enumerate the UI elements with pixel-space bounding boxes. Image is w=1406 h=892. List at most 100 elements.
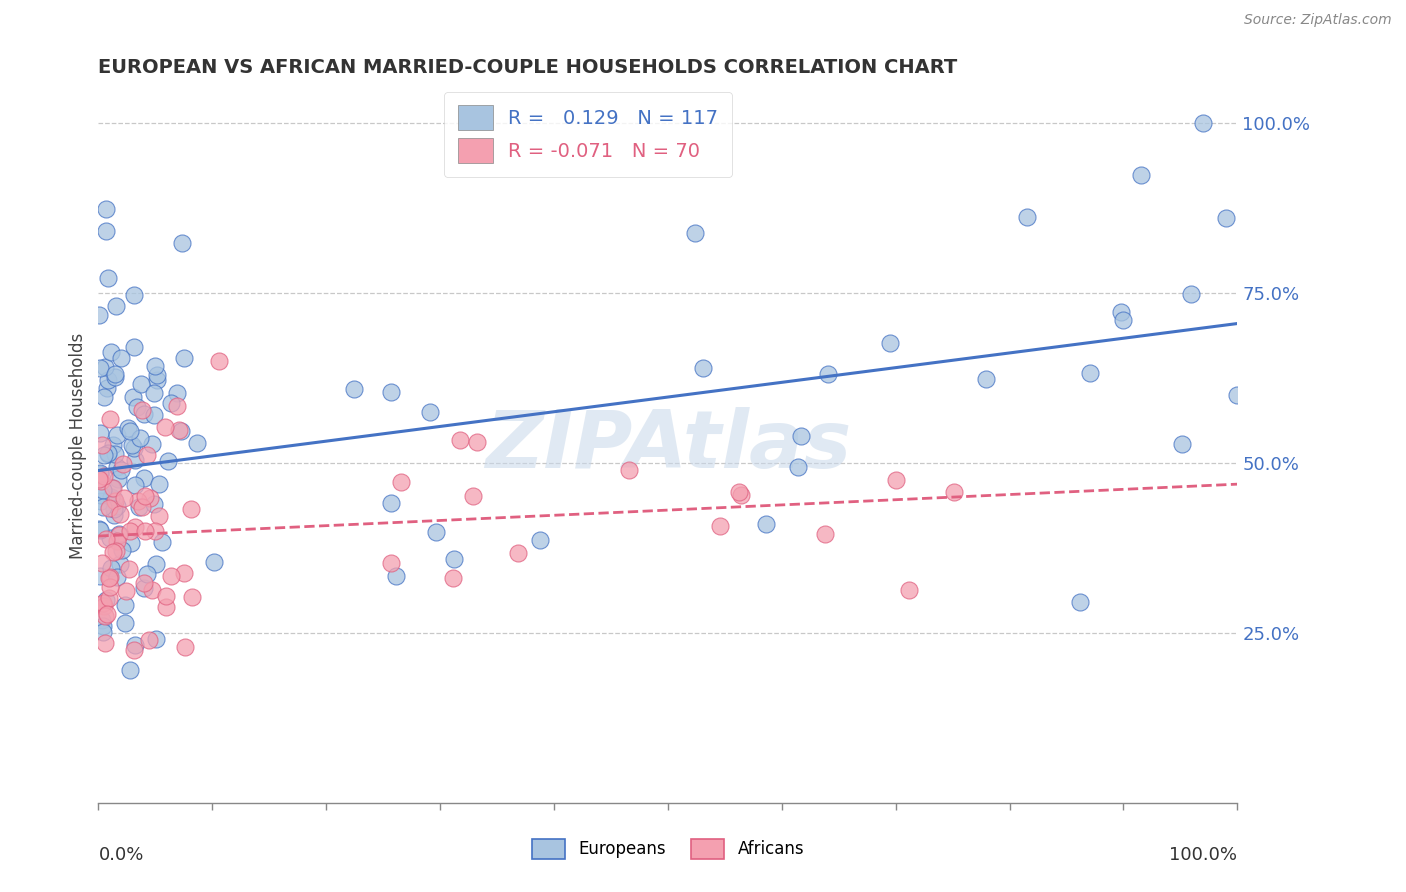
Point xyxy=(789,428,811,442)
Point xyxy=(1215,211,1237,226)
Point xyxy=(104,447,127,461)
Point xyxy=(104,493,127,508)
Point xyxy=(143,497,166,511)
Point xyxy=(132,471,155,485)
Point xyxy=(449,433,471,447)
Point xyxy=(93,448,115,462)
Point xyxy=(132,407,155,421)
Point xyxy=(529,533,551,547)
Point xyxy=(942,485,965,500)
Point xyxy=(814,526,837,541)
Point xyxy=(110,463,132,477)
Point xyxy=(90,488,112,502)
Point xyxy=(105,499,128,513)
Point xyxy=(617,463,640,477)
Point xyxy=(148,477,170,491)
Point xyxy=(1180,287,1202,301)
Point xyxy=(160,569,183,583)
Point xyxy=(103,438,125,452)
Point xyxy=(96,202,118,217)
Point xyxy=(117,421,139,435)
Point xyxy=(124,643,146,657)
Point xyxy=(93,500,115,514)
Point xyxy=(134,575,156,590)
Point xyxy=(103,501,125,516)
Point xyxy=(136,566,159,581)
Point xyxy=(186,435,208,450)
Point xyxy=(96,592,118,607)
Point xyxy=(441,571,464,585)
Point xyxy=(380,556,402,570)
Point xyxy=(100,344,122,359)
Point xyxy=(104,368,127,382)
Point xyxy=(105,533,128,548)
Point xyxy=(91,483,114,498)
Point xyxy=(105,544,128,558)
Point xyxy=(91,624,114,639)
Point xyxy=(97,271,120,285)
Point xyxy=(110,557,132,571)
Point xyxy=(114,615,136,630)
Point xyxy=(87,522,110,536)
Point xyxy=(389,475,412,489)
Point xyxy=(90,613,112,627)
Point xyxy=(103,492,125,507)
Point xyxy=(103,508,125,523)
Point xyxy=(143,386,166,401)
Point xyxy=(817,367,839,381)
Point xyxy=(145,557,167,571)
Point xyxy=(755,516,778,531)
Point xyxy=(138,491,160,505)
Point xyxy=(103,545,125,559)
Point xyxy=(90,475,112,489)
Point xyxy=(170,424,193,438)
Point xyxy=(380,496,402,510)
Point xyxy=(98,532,121,546)
Text: ZIPAtlas: ZIPAtlas xyxy=(485,407,851,485)
Point xyxy=(730,488,752,502)
Point xyxy=(96,607,118,621)
Legend: Europeans, Africans: Europeans, Africans xyxy=(524,832,811,866)
Point xyxy=(202,555,225,569)
Point xyxy=(112,457,135,471)
Point xyxy=(89,425,111,440)
Point xyxy=(728,484,751,499)
Point xyxy=(122,441,145,455)
Point xyxy=(93,390,115,404)
Point xyxy=(89,361,111,376)
Point xyxy=(98,412,121,426)
Point xyxy=(1130,168,1153,182)
Point xyxy=(131,500,153,514)
Point xyxy=(115,583,138,598)
Point xyxy=(94,608,117,623)
Point xyxy=(465,434,488,449)
Point xyxy=(87,308,110,322)
Point xyxy=(786,459,808,474)
Point xyxy=(141,582,163,597)
Point xyxy=(98,591,121,606)
Point xyxy=(1192,116,1215,130)
Point xyxy=(94,224,117,238)
Point xyxy=(1109,305,1132,319)
Point xyxy=(443,551,465,566)
Point xyxy=(134,489,156,503)
Point xyxy=(425,525,447,540)
Point xyxy=(90,493,112,508)
Point xyxy=(128,500,150,515)
Point xyxy=(101,481,124,495)
Point xyxy=(96,381,118,395)
Point xyxy=(129,431,152,445)
Point xyxy=(1112,312,1135,326)
Point xyxy=(118,562,141,576)
Point xyxy=(156,454,179,468)
Point xyxy=(1015,210,1038,224)
Point xyxy=(173,640,195,654)
Point xyxy=(105,300,128,314)
Point xyxy=(166,399,188,413)
Point xyxy=(105,427,128,442)
Point xyxy=(101,481,124,495)
Point xyxy=(118,663,141,677)
Point xyxy=(90,438,112,452)
Point xyxy=(419,404,441,418)
Point xyxy=(463,489,485,503)
